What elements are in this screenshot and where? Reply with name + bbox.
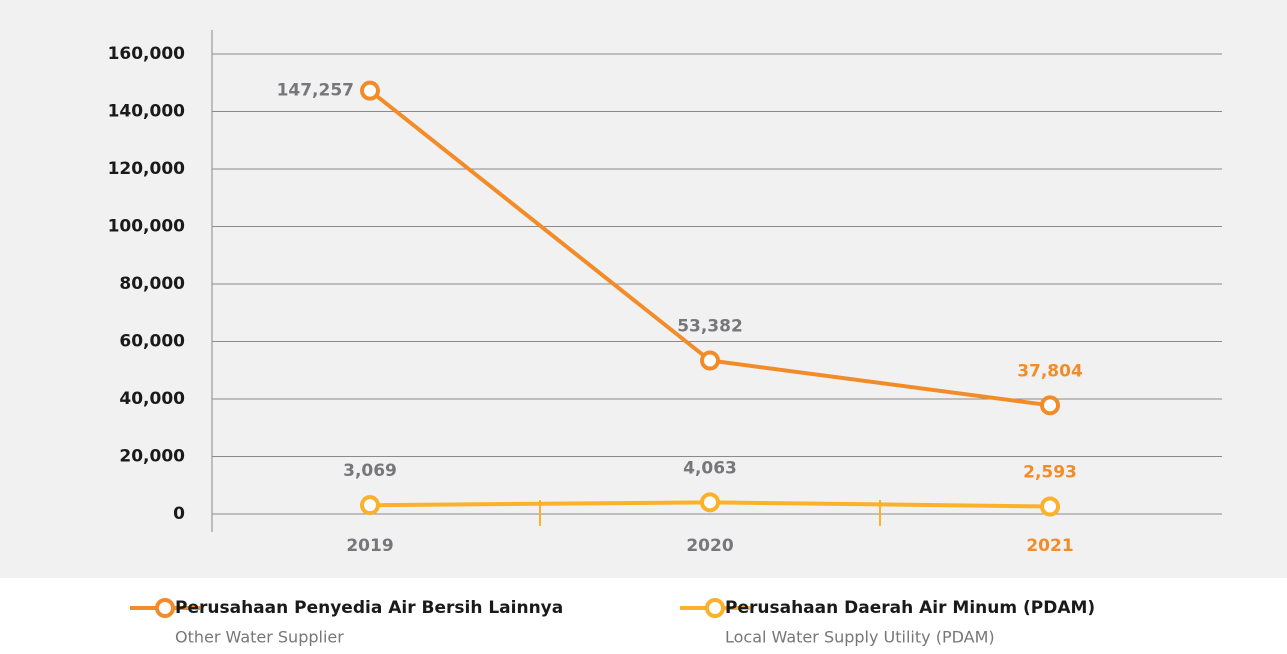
y-tick-label: 80,000 bbox=[119, 274, 185, 294]
y-tick-label: 160,000 bbox=[108, 44, 186, 64]
x-tick-label: 2019 bbox=[346, 536, 393, 556]
y-tick-label: 120,000 bbox=[108, 159, 186, 179]
data-point bbox=[1040, 395, 1060, 416]
legend-marker bbox=[155, 598, 175, 618]
legend-description: Other Water Supplier bbox=[175, 628, 344, 647]
y-tick-label: 0 bbox=[173, 504, 185, 524]
x-tick-label: 2021 bbox=[1026, 536, 1073, 556]
legend-label: Perusahaan Penyedia Air Bersih Lainnya bbox=[175, 598, 563, 618]
y-tick-label: 100,000 bbox=[108, 217, 186, 237]
plot-background bbox=[0, 0, 1287, 578]
data-label: 3,069 bbox=[343, 461, 397, 481]
y-tick-label: 40,000 bbox=[119, 389, 185, 409]
data-label: 4,063 bbox=[683, 458, 737, 478]
data-label: 2,593 bbox=[1023, 463, 1077, 483]
x-tick-label: 2020 bbox=[686, 536, 733, 556]
y-tick-label: 140,000 bbox=[108, 102, 186, 122]
legend-marker bbox=[705, 598, 725, 618]
data-point bbox=[700, 492, 720, 513]
legend-label: Perusahaan Daerah Air Minum (PDAM) bbox=[725, 598, 1095, 618]
y-tick-label: 60,000 bbox=[119, 332, 185, 352]
data-label: 37,804 bbox=[1017, 361, 1083, 381]
data-point bbox=[1040, 496, 1060, 517]
data-point bbox=[360, 80, 380, 101]
data-point bbox=[700, 350, 720, 371]
data-label: 147,257 bbox=[277, 81, 354, 101]
data-label: 53,382 bbox=[677, 317, 743, 337]
data-point bbox=[360, 495, 380, 516]
legend-description: Local Water Supply Utility (PDAM) bbox=[725, 628, 995, 647]
y-tick-label: 20,000 bbox=[119, 447, 185, 467]
